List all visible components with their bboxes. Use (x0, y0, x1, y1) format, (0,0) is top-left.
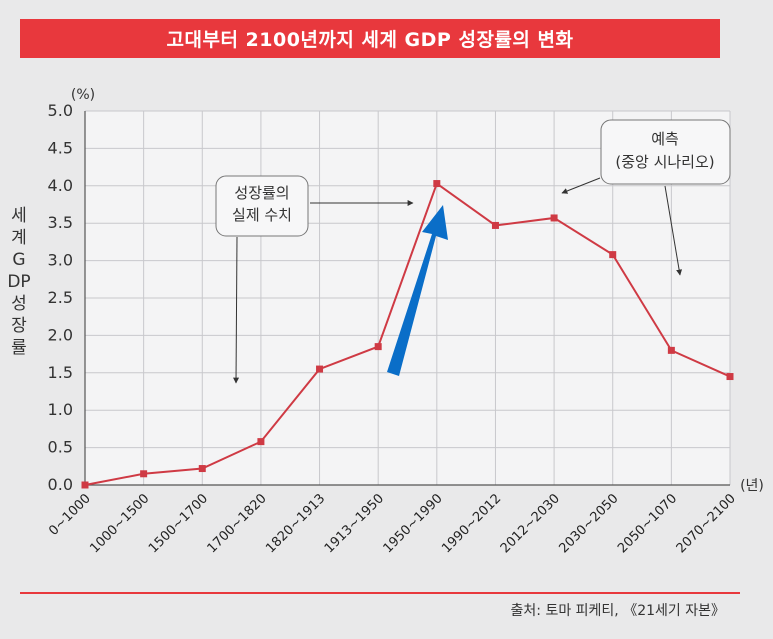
x-unit-label: (년) (740, 478, 764, 494)
y-tick-label: 2.5 (48, 288, 73, 307)
forecast-arrow-down (664, 185, 683, 276)
data-point-marker (609, 251, 617, 259)
data-point-marker (491, 221, 499, 229)
data-point-marker (257, 438, 265, 446)
data-point-marker (433, 180, 441, 188)
y-tick-label: 4.0 (48, 176, 73, 195)
highlight-arrow (387, 205, 448, 376)
data-point-marker (81, 481, 89, 489)
x-tick-label: 1700~1820 (205, 491, 270, 556)
x-tick-label: 2070~2100 (674, 491, 739, 556)
data-point-marker (726, 373, 734, 381)
x-tick-label: 0~1000 (46, 491, 94, 539)
y-tick-label: 1.0 (48, 400, 73, 419)
series-line (84, 181, 731, 486)
annotation-text-actual: 실제 수치 (232, 206, 292, 224)
x-tick-label: 2030~2050 (556, 491, 621, 556)
annotation-text-forecast: 예측 (651, 130, 679, 148)
x-tick-label: 1913~1950 (322, 491, 387, 556)
forecast-arrow-left (561, 177, 601, 194)
annotation-box-forecast (600, 119, 731, 185)
y-tick-label: 2.0 (48, 325, 73, 344)
x-tick-label: 1950~1990 (381, 491, 446, 556)
y-tick-label: 0.0 (48, 475, 73, 494)
x-tick-label: 2012~2030 (498, 491, 563, 556)
title-bar: 고대부터 2100년까지 세계 GDP 성장률의 변화 (20, 19, 720, 58)
data-point-marker (667, 346, 675, 354)
y-tick-label: 0.5 (48, 438, 73, 457)
y-unit-label: (%) (71, 87, 95, 103)
annotation-box-actual (215, 175, 309, 237)
annotation-text-actual: 성장률의 (234, 184, 289, 202)
y-tick-label: 4.5 (48, 138, 73, 157)
annotation-arrow-down (233, 236, 240, 384)
y-axis-label: 세계 GDP 성장률 (7, 206, 31, 358)
x-tick-label: 1000~1500 (87, 491, 152, 556)
x-tick-label: 1990~2012 (439, 491, 504, 556)
data-point-marker (550, 214, 558, 222)
data-point-marker (316, 365, 324, 373)
annotation-text-forecast: (중앙 시나리오) (615, 153, 714, 171)
y-tick-label: 3.5 (48, 213, 73, 232)
x-tick-label: 1820~1913 (263, 491, 328, 556)
y-tick-label: 5.0 (48, 101, 73, 120)
y-tick-label: 1.5 (48, 363, 73, 382)
x-tick-label: 2050~1070 (615, 491, 680, 556)
x-tick-label: 1500~1700 (146, 491, 211, 556)
source-note: 출처: 토마 피케티, 《21세기 자본》 (510, 603, 725, 619)
data-point-marker (140, 470, 148, 478)
chart-title: 고대부터 2100년까지 세계 GDP 성장률의 변화 (166, 29, 574, 51)
y-tick-label: 3.0 (48, 251, 73, 270)
footer-divider (20, 592, 740, 594)
data-point-marker (374, 343, 382, 351)
data-point-marker (198, 465, 206, 473)
